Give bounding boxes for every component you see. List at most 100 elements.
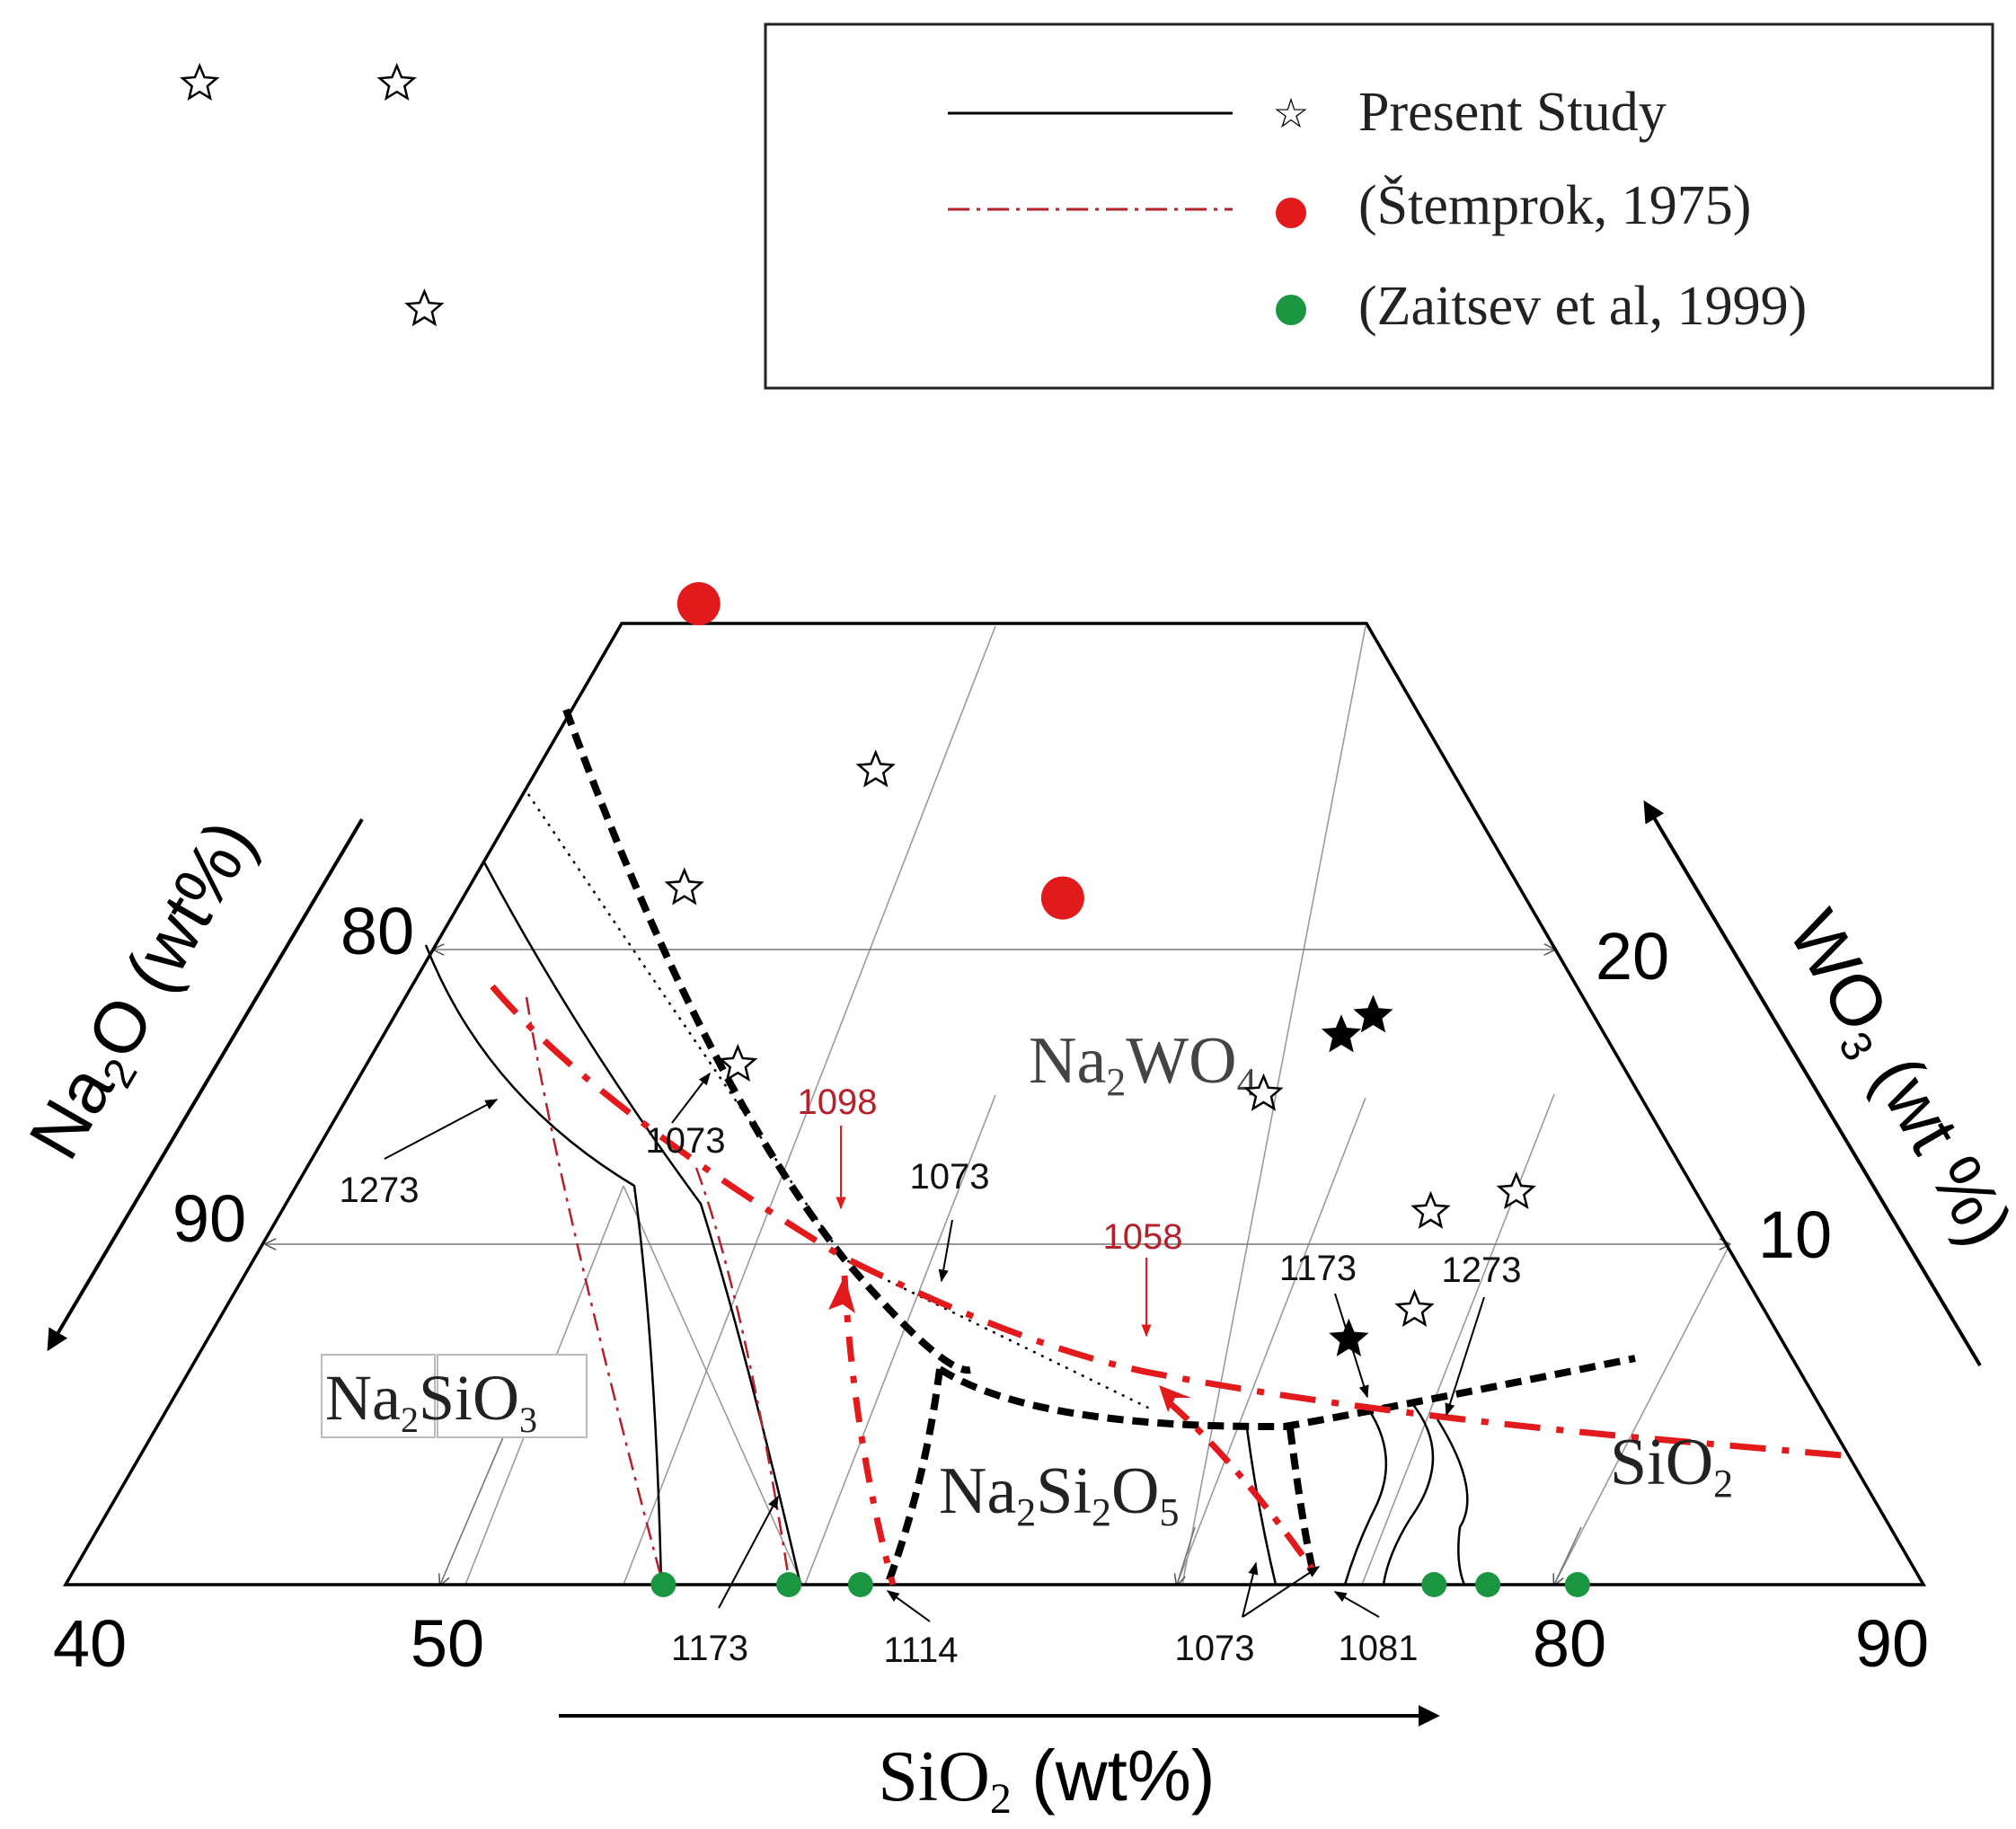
stemprok-point: [1040, 876, 1084, 920]
sio2-axis-label-sub: 2: [990, 1775, 1012, 1823]
present-study-star: [376, 62, 417, 102]
temp-label-1073-mid: 1073: [910, 1157, 990, 1197]
na2o-axis-label-rest: O (wt%): [72, 807, 271, 1072]
wo3-axis-label-rest: (wt %): [1847, 1025, 2016, 1259]
axis-ticks: 40 50 80 90 80 90 20 10: [53, 894, 1929, 1681]
present-study-star: [664, 867, 704, 906]
stemprok-thin-right: [694, 1167, 791, 1586]
tick-sio2-40: 40: [53, 1606, 127, 1681]
present-study-star: [1321, 1014, 1362, 1053]
region-na2wo4-sub1: 2: [1106, 1060, 1126, 1104]
grid-line: [1177, 1526, 1196, 1585]
stemprok-thick: [490, 984, 1843, 1586]
temperature-labels: 1273 1073 1073 1173 1273 1173 1114 1073 …: [340, 1121, 1522, 1670]
stemprok-lower-right: [1165, 1399, 1323, 1583]
temp-label-1098: 1098: [798, 1082, 878, 1122]
stemprok-annotations: 1098 1058: [798, 1082, 1191, 1412]
present-study-star: [718, 1043, 758, 1082]
sio2-axis-label: SiO2 (wt%): [878, 1736, 1215, 1823]
region-sio2-sub1: 2: [1713, 1462, 1733, 1506]
present-study-star: [404, 288, 445, 327]
temp-label-1173-bottom: 1173: [671, 1629, 748, 1668]
grid-line: [1554, 1526, 1582, 1585]
region-sio2: SiO2: [1610, 1426, 1733, 1506]
red-arrowhead: [828, 1276, 855, 1313]
zaitsev-point: [650, 1572, 676, 1597]
region-na2si2o5: Na2Si2O5: [939, 1454, 1179, 1534]
annotation-arrow: [1333, 1591, 1380, 1618]
tick-wo3-10: 10: [1758, 1197, 1832, 1272]
legend: ☆ Present Study (Štemprok, 1975) (Zaitse…: [764, 22, 1994, 390]
annotation-arrow: [938, 1219, 953, 1283]
present-study-star: [1243, 1073, 1284, 1111]
boundary-1081: [1287, 1427, 1317, 1575]
legend-label-zaitsev: (Zaitsev et al, 1999): [1358, 276, 1807, 337]
region-na2si2o5-main2: Si: [1036, 1454, 1092, 1528]
annotation-arrow: [384, 1099, 499, 1160]
region-na2wo4-sub2: 4: [1237, 1060, 1257, 1104]
curve-1073-right-1: [1245, 1427, 1278, 1586]
zaitsev-point: [776, 1572, 802, 1597]
temp-label-1058: 1058: [1103, 1217, 1183, 1257]
grid-line: [623, 625, 996, 1586]
curve-1173-left: [482, 860, 802, 1586]
tick-sio2-50: 50: [411, 1606, 484, 1681]
present-study-curves: [424, 860, 1469, 1586]
wo3-axis-label-main: WO: [1773, 897, 1905, 1045]
legend-red-circle-icon: [1276, 198, 1306, 228]
temp-label-1273-left: 1273: [340, 1171, 420, 1210]
stemprok-curves: [525, 996, 791, 1586]
tick-wo3-20: 20: [1596, 919, 1669, 994]
present-study-star: [1353, 994, 1393, 1033]
phase-boundaries: [562, 708, 1636, 1586]
grid-line: [1176, 1097, 1366, 1586]
sio2-axis-label-unit: (wt%): [1012, 1736, 1216, 1816]
region-na2si2o5-sub3: 5: [1159, 1490, 1179, 1534]
legend-star-icon: ☆: [1272, 91, 1309, 137]
temp-label-1073-bottom: 1073: [1175, 1629, 1255, 1668]
tick-na2o-90: 90: [172, 1181, 246, 1256]
region-na2wo4: Na2WO4: [1029, 1024, 1257, 1104]
region-na2sio3: Na2SiO3: [321, 1354, 588, 1440]
temp-label-1114: 1114: [883, 1630, 958, 1670]
legend-green-circle-icon: [1276, 295, 1306, 325]
curve-1273: [424, 944, 663, 1586]
region-na2sio3-main2: SiO: [419, 1362, 519, 1434]
zaitsev-point: [847, 1572, 873, 1597]
region-na2si2o5-sub2: 2: [1092, 1490, 1111, 1534]
annotation-arrow: [1242, 1561, 1259, 1618]
grid-line: [804, 1094, 996, 1586]
tick-sio2-90: 90: [1855, 1606, 1929, 1681]
boundary-na2wo4-upper: [562, 708, 971, 1374]
zaitsev-point: [1564, 1572, 1590, 1597]
na2sio3-box-left: [321, 1354, 436, 1438]
present-study-star: [1394, 1288, 1435, 1328]
legend-label-present-study: Present Study: [1358, 82, 1667, 143]
region-na2sio3-label: Na2SiO3: [325, 1362, 537, 1440]
grid-line: [440, 1436, 504, 1585]
annotation-arrow: [886, 1590, 931, 1622]
red-arrowhead: [1159, 1385, 1191, 1412]
tick-na2o-80: 80: [340, 894, 414, 968]
zaitsev-point: [1421, 1572, 1447, 1597]
sio2-axis-label-main: SiO: [878, 1737, 990, 1816]
region-na2si2o5-main3: O: [1111, 1454, 1159, 1528]
temp-label-1173-right: 1173: [1279, 1249, 1357, 1288]
region-na2sio3-sub2: 3: [519, 1400, 537, 1440]
ternary-frame: [62, 622, 1927, 1586]
boundary-1114: [884, 1368, 943, 1586]
na2sio3-box-right: [437, 1354, 588, 1438]
grid-line: [623, 1185, 803, 1586]
temp-label-1081: 1081: [1339, 1629, 1419, 1668]
annotation-arrow: [671, 1072, 711, 1124]
grid-line: [1553, 1244, 1730, 1586]
grid-line: [1361, 1093, 1555, 1586]
region-na2sio3-main1: Na: [325, 1362, 401, 1434]
region-na2si2o5-sub1: 2: [1016, 1490, 1036, 1534]
na2o-axis-label: Na2O (wt%): [13, 807, 277, 1175]
wo3-axis-arrow: [1643, 800, 1982, 1367]
present-study-star: [1496, 1171, 1536, 1210]
region-na2si2o5-main1: Na: [939, 1454, 1016, 1528]
region-sio2-main1: SiO: [1610, 1426, 1713, 1499]
